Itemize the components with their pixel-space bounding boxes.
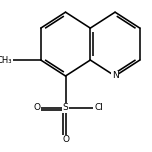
- Text: Cl: Cl: [94, 103, 103, 112]
- Text: S: S: [63, 103, 68, 112]
- Text: N: N: [112, 71, 118, 81]
- Text: CH₃: CH₃: [0, 55, 12, 65]
- Text: O: O: [33, 103, 40, 112]
- Text: O: O: [62, 135, 69, 144]
